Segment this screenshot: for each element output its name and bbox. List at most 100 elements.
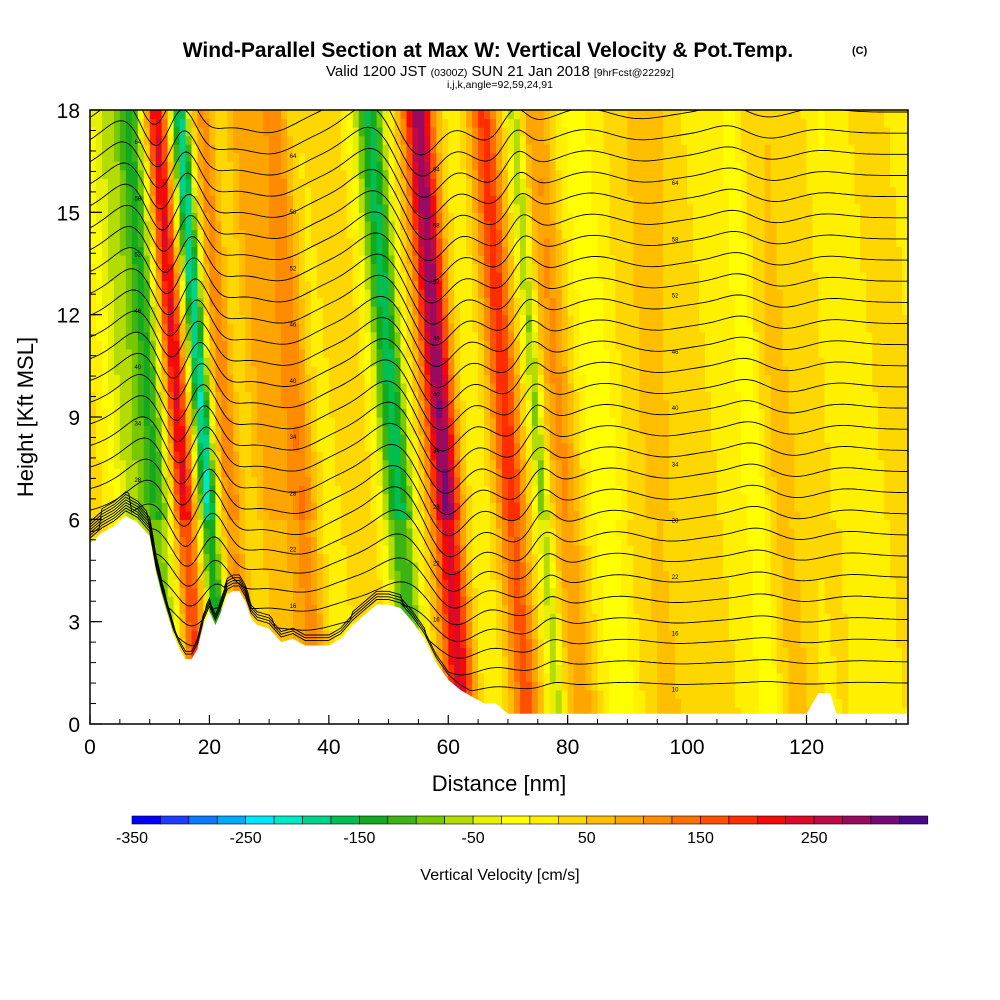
velocity-cell (501, 664, 509, 674)
velocity-cell (687, 519, 694, 529)
velocity-cell (293, 527, 300, 537)
velocity-cell (687, 476, 694, 486)
velocity-cell (800, 544, 808, 555)
velocity-cell (848, 493, 855, 503)
velocity-cell (645, 527, 652, 537)
velocity-cell (245, 536, 252, 546)
velocity-cell (788, 519, 796, 529)
velocity-cell (328, 493, 336, 503)
velocity-cell (388, 476, 396, 486)
velocity-cell (448, 519, 455, 529)
velocity-cell (490, 672, 497, 682)
velocity-cell (693, 451, 700, 461)
velocity-cell (693, 544, 700, 555)
velocity-cell (257, 459, 264, 469)
velocity-cell (454, 647, 461, 657)
velocity-cell (788, 613, 796, 623)
velocity-cell (400, 519, 408, 529)
velocity-cell (896, 672, 903, 682)
velocity-cell (472, 596, 479, 606)
velocity-cell (430, 579, 437, 589)
velocity-cell (376, 408, 384, 418)
velocity-cell (609, 613, 617, 623)
velocity-cell (460, 485, 467, 495)
velocity-cell (555, 476, 563, 486)
velocity-cell (394, 596, 402, 606)
velocity-cell (657, 459, 664, 469)
velocity-cell (507, 544, 515, 555)
velocity-cell (687, 604, 694, 614)
velocity-cell (710, 510, 718, 520)
velocity-cell (215, 579, 222, 589)
velocity-cell (376, 468, 384, 478)
velocity-cell (95, 468, 103, 478)
velocity-cell (233, 579, 240, 589)
velocity-cell (376, 493, 384, 503)
velocity-cell (466, 510, 473, 520)
velocity-cell (848, 587, 855, 597)
velocity-cell (173, 502, 181, 512)
velocity-cell (143, 425, 151, 435)
velocity-cell (687, 493, 694, 503)
velocity-cell (579, 596, 587, 606)
velocity-cell (322, 442, 330, 452)
velocity-cell (830, 417, 837, 427)
velocity-cell (543, 672, 551, 682)
velocity-cell (287, 519, 294, 529)
velocity-cell (615, 681, 622, 691)
velocity-cell (257, 434, 264, 444)
velocity-cell (507, 681, 515, 691)
velocity-cell (806, 613, 814, 623)
velocity-cell (806, 459, 814, 469)
velocity-cell (663, 621, 670, 631)
velocity-cell (704, 502, 712, 512)
velocity-cell (179, 604, 187, 614)
velocity-cell (340, 536, 348, 546)
velocity-cell (531, 485, 539, 495)
velocity-cell (663, 425, 670, 435)
velocity-cell (782, 442, 790, 452)
velocity-cell (293, 519, 300, 529)
velocity-cell (537, 689, 545, 700)
velocity-cell (621, 689, 628, 700)
velocity-cell (800, 434, 808, 444)
velocity-cell (227, 587, 234, 597)
velocity-cell (555, 485, 563, 495)
velocity-cell (806, 536, 814, 546)
velocity-cell (131, 493, 139, 503)
velocity-cell (842, 468, 849, 478)
velocity-cell (633, 459, 640, 469)
velocity-cell (579, 451, 587, 461)
velocity-cell (424, 519, 431, 529)
velocity-cell (567, 706, 575, 717)
velocity-cell (513, 502, 521, 512)
velocity-cell (585, 544, 593, 555)
velocity-cell (525, 681, 533, 691)
velocity-cell (472, 672, 479, 682)
velocity-cell (507, 647, 515, 657)
velocity-cell (275, 621, 282, 631)
velocity-cell (902, 638, 908, 648)
velocity-cell (716, 698, 724, 708)
velocity-cell (197, 596, 205, 606)
velocity-cell (627, 417, 634, 427)
velocity-cell (669, 613, 676, 623)
velocity-cell (758, 570, 766, 580)
velocity-cell (525, 536, 533, 546)
velocity-cell (794, 417, 802, 427)
velocity-cell (537, 493, 545, 503)
velocity-cell (191, 425, 199, 435)
velocity-cell (842, 493, 849, 503)
velocity-cell (513, 655, 521, 665)
velocity-cell (884, 587, 891, 597)
velocity-cell (167, 434, 175, 444)
velocity-cell (609, 434, 617, 444)
velocity-cell (836, 664, 843, 674)
velocity-cell (591, 451, 599, 461)
velocity-cell (537, 502, 545, 512)
velocity-cell (699, 493, 706, 503)
velocity-cell (764, 451, 772, 461)
velocity-cell (275, 476, 282, 486)
velocity-cell (573, 613, 581, 623)
velocity-cell (442, 519, 449, 529)
